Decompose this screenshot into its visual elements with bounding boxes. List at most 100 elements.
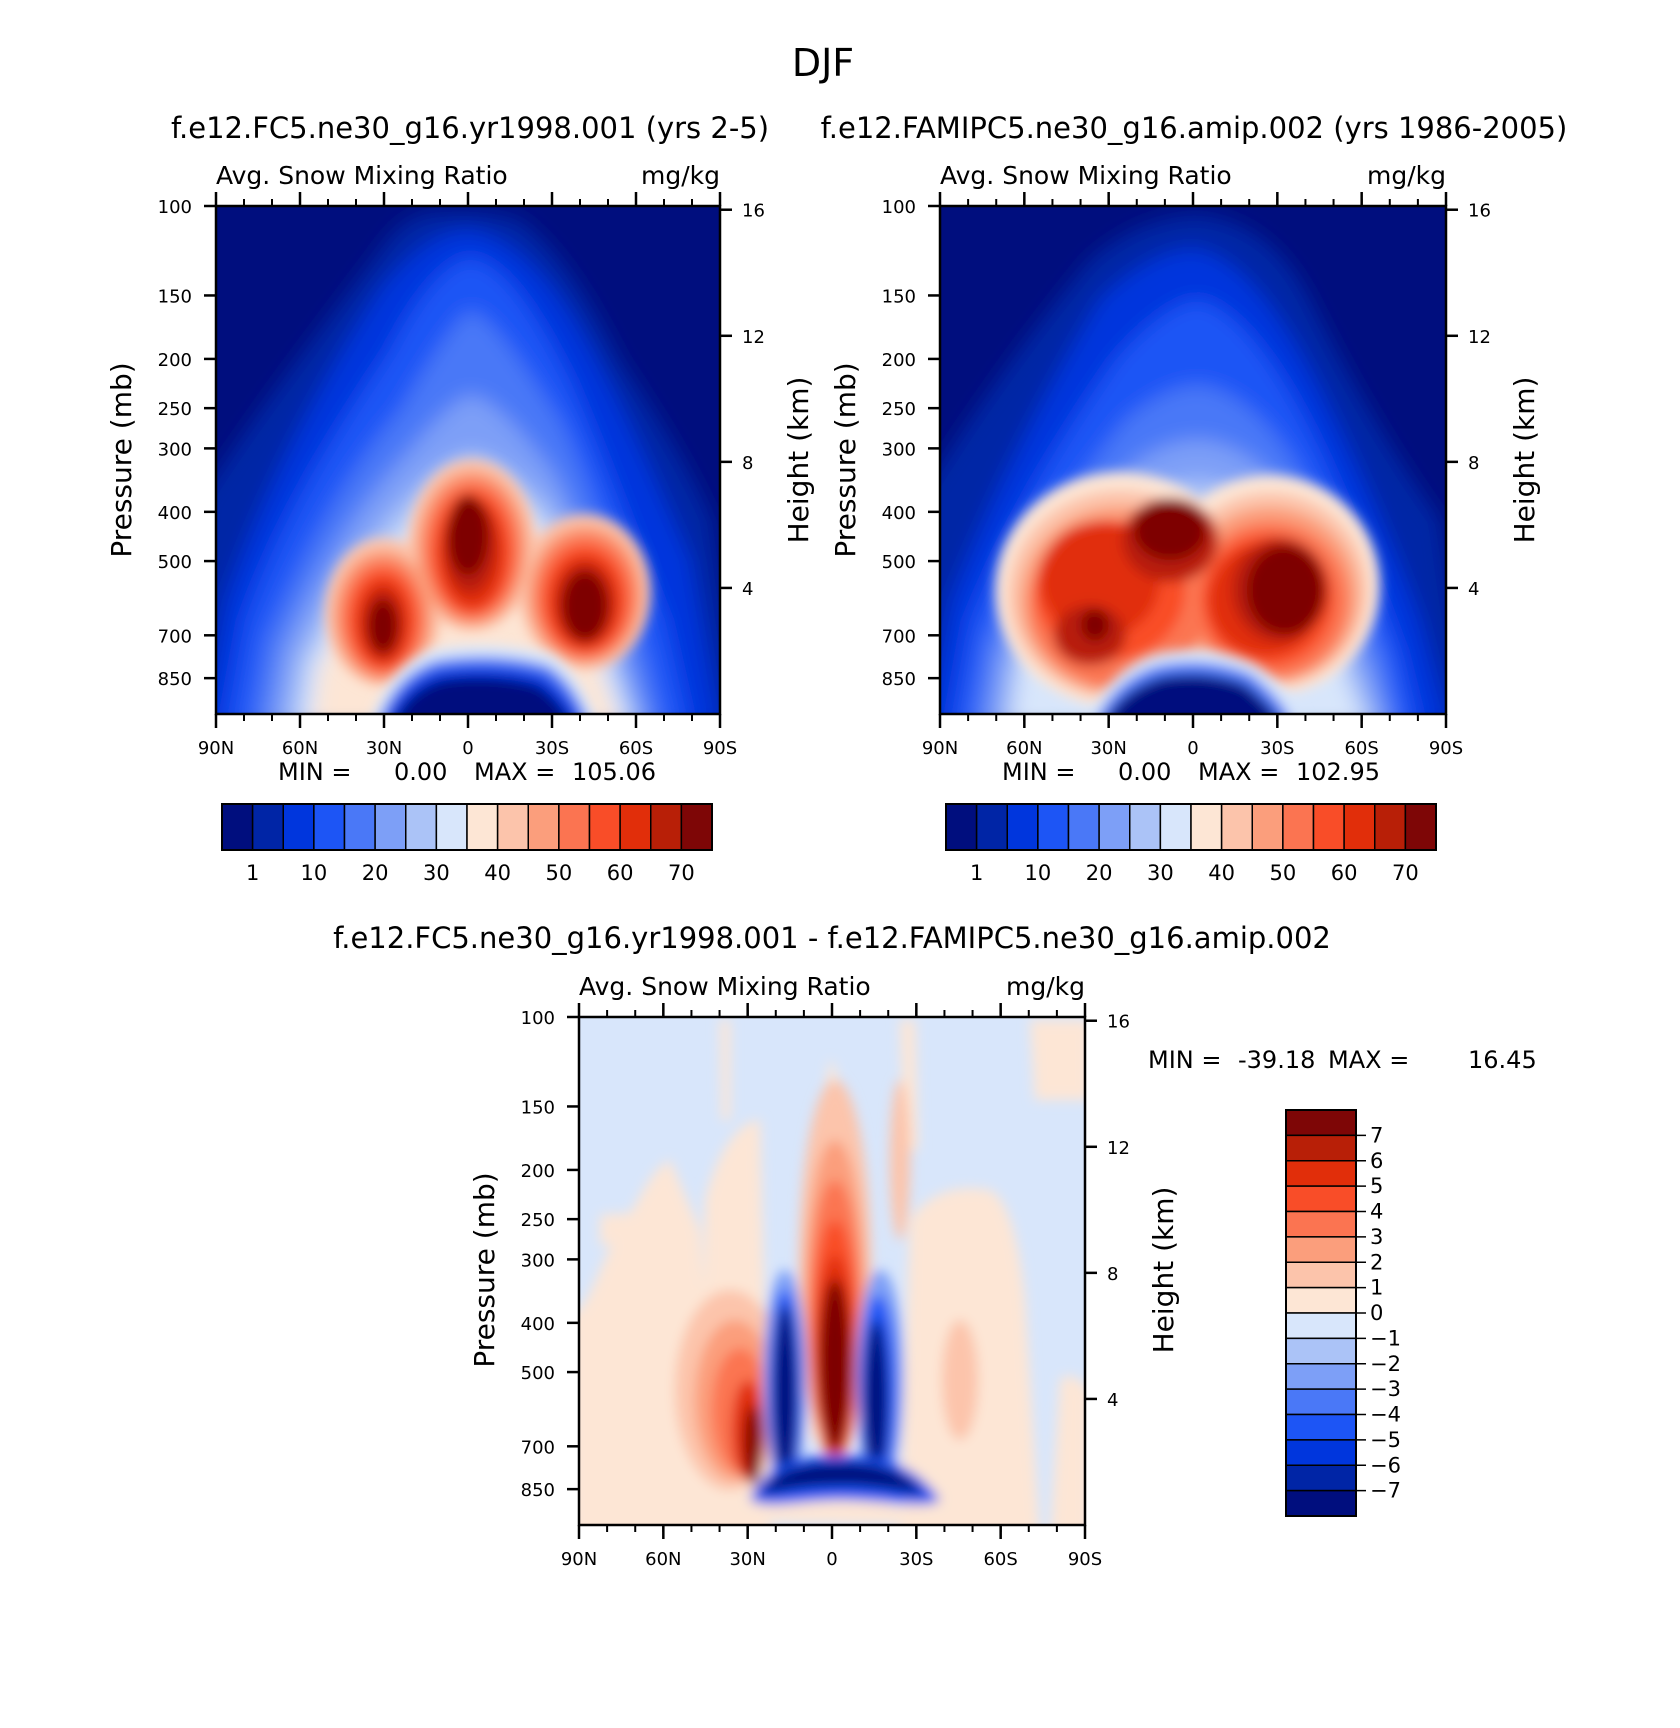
y-tick-label: 100 xyxy=(882,197,916,218)
colorbar-label: 1 xyxy=(246,861,259,885)
y2-tick-label: 12 xyxy=(742,327,765,348)
colorbar-swatch xyxy=(1285,1363,1357,1390)
colorbar-swatch xyxy=(313,803,346,851)
colorbar-label: 3 xyxy=(1370,1225,1383,1249)
colorbar-swatch xyxy=(1312,803,1345,851)
difference-y2label: Height (km) xyxy=(1147,1187,1180,1354)
colorbar-label: 10 xyxy=(1025,861,1052,885)
x-tick-label: 60N xyxy=(282,738,318,759)
control-min-label: MIN = xyxy=(1002,758,1075,786)
colorbar-swatch xyxy=(1285,1185,1357,1213)
x-tick-label: 90N xyxy=(561,1549,597,1570)
control-units: mg/kg xyxy=(1367,161,1446,190)
colorbar-swatch xyxy=(1220,803,1253,851)
x-tick-label: 90S xyxy=(1429,738,1463,759)
control-min-value: 0.00 xyxy=(1118,758,1171,786)
colorbar-swatch xyxy=(1285,1134,1357,1162)
difference-max-value: 16.45 xyxy=(1468,1046,1537,1074)
colorbar-swatch xyxy=(405,803,438,851)
x-tick-label: 30N xyxy=(1090,738,1126,759)
colorbar-swatch xyxy=(1285,1261,1357,1289)
colorbar-label: 40 xyxy=(484,861,511,885)
case-contour-field xyxy=(216,206,720,714)
colorbar-swatch xyxy=(1285,1337,1357,1365)
y-tick-label: 850 xyxy=(521,1480,555,1501)
control-y2label: Height (km) xyxy=(1508,377,1541,544)
y2-tick-label: 4 xyxy=(1468,579,1479,600)
x-tick-label: 30N xyxy=(366,738,402,759)
colorbar-label: 70 xyxy=(1392,861,1419,885)
y-tick-label: 850 xyxy=(158,669,192,690)
difference-panel-title: f.e12.FC5.ne30_g16.yr1998.001 - f.e12.FA… xyxy=(333,921,1331,955)
case-max-value: 105.06 xyxy=(572,758,656,786)
x-tick-label: 30S xyxy=(535,738,569,759)
case-left-string: Avg. Snow Mixing Ratio xyxy=(216,161,508,190)
y-tick-label: 400 xyxy=(882,503,916,524)
y2-tick-label: 4 xyxy=(742,579,753,600)
y-tick-label: 400 xyxy=(158,503,192,524)
colorbar-swatch xyxy=(1285,1489,1357,1517)
y-tick-label: 100 xyxy=(521,1008,555,1029)
colorbar-swatch xyxy=(1159,803,1192,851)
y-tick-label: 500 xyxy=(158,552,192,573)
colorbar-label: −2 xyxy=(1370,1352,1401,1376)
x-tick-label: 60S xyxy=(983,1549,1017,1570)
colorbar-label: 60 xyxy=(1331,861,1358,885)
colorbar-label: 4 xyxy=(1370,1200,1383,1224)
colorbar-swatch xyxy=(1285,1160,1357,1187)
case-min-label: MIN = xyxy=(278,758,351,786)
y2-tick-label: 16 xyxy=(742,201,765,222)
x-tick-label: 60S xyxy=(1344,738,1378,759)
colorbar-swatch xyxy=(945,803,978,851)
y-tick-label: 700 xyxy=(158,626,192,647)
x-tick-label: 90N xyxy=(198,738,234,759)
colorbar-swatch xyxy=(1006,803,1039,851)
colorbar-label: −1 xyxy=(1370,1326,1401,1350)
colorbar-swatch xyxy=(251,803,284,851)
y-tick-label: 200 xyxy=(882,350,916,371)
colorbar-swatch xyxy=(1374,803,1407,851)
difference-ylabel: Pressure (mb) xyxy=(468,1172,501,1367)
colorbar-label: 7 xyxy=(1370,1123,1383,1147)
control-contour-field xyxy=(940,206,1446,714)
y-tick-label: 200 xyxy=(521,1161,555,1182)
colorbar-swatch xyxy=(1037,803,1070,851)
colorbar-swatch xyxy=(1285,1413,1357,1441)
y2-tick-label: 16 xyxy=(1107,1012,1130,1033)
case-axes: 90N 60N 30N 0 30S 60S 90S 100 150 200 250 300 400 500… xyxy=(158,192,765,759)
colorbar-swatch xyxy=(1251,803,1284,851)
colorbar-swatch xyxy=(1285,1312,1357,1340)
colorbar-swatch xyxy=(466,803,499,851)
y2-tick-label: 8 xyxy=(1468,453,1479,474)
x-tick-label: 90S xyxy=(1068,1549,1102,1570)
y-tick-label: 150 xyxy=(882,286,916,307)
colorbar-swatch xyxy=(1285,1464,1357,1492)
y2-tick-label: 12 xyxy=(1107,1138,1130,1159)
colorbar-swatch xyxy=(374,803,407,851)
colorbar-label: 60 xyxy=(607,861,634,885)
colorbar-label: 5 xyxy=(1370,1174,1383,1198)
colorbar-label: 0 xyxy=(1370,1301,1383,1325)
colorbar-label: 70 xyxy=(668,861,695,885)
colorbar-label: −5 xyxy=(1370,1428,1401,1452)
y-tick-label: 200 xyxy=(158,350,192,371)
x-tick-label: 60N xyxy=(1006,738,1042,759)
difference-min-label: MIN = xyxy=(1148,1046,1221,1074)
colorbar-swatch xyxy=(527,803,560,851)
difference-min-value: -39.18 xyxy=(1238,1046,1315,1074)
colorbar-swatch xyxy=(975,803,1008,851)
colorbar-swatch xyxy=(1285,1388,1357,1416)
colorbar-label: 20 xyxy=(362,861,389,885)
colorbar-swatch xyxy=(1285,1286,1357,1314)
colorbar-label: 20 xyxy=(1086,861,1113,885)
colorbar-label: −4 xyxy=(1370,1403,1401,1427)
colorbar-swatch xyxy=(619,803,652,851)
colorbar-label: −3 xyxy=(1370,1377,1401,1401)
difference-left-string: Avg. Snow Mixing Ratio xyxy=(579,972,871,1001)
x-tick-label: 0 xyxy=(1187,738,1198,759)
colorbar-label: 1 xyxy=(970,861,983,885)
colorbar-label: 50 xyxy=(546,861,573,885)
x-tick-label: 30S xyxy=(899,1549,933,1570)
colorbar-label: 2 xyxy=(1370,1250,1383,1274)
